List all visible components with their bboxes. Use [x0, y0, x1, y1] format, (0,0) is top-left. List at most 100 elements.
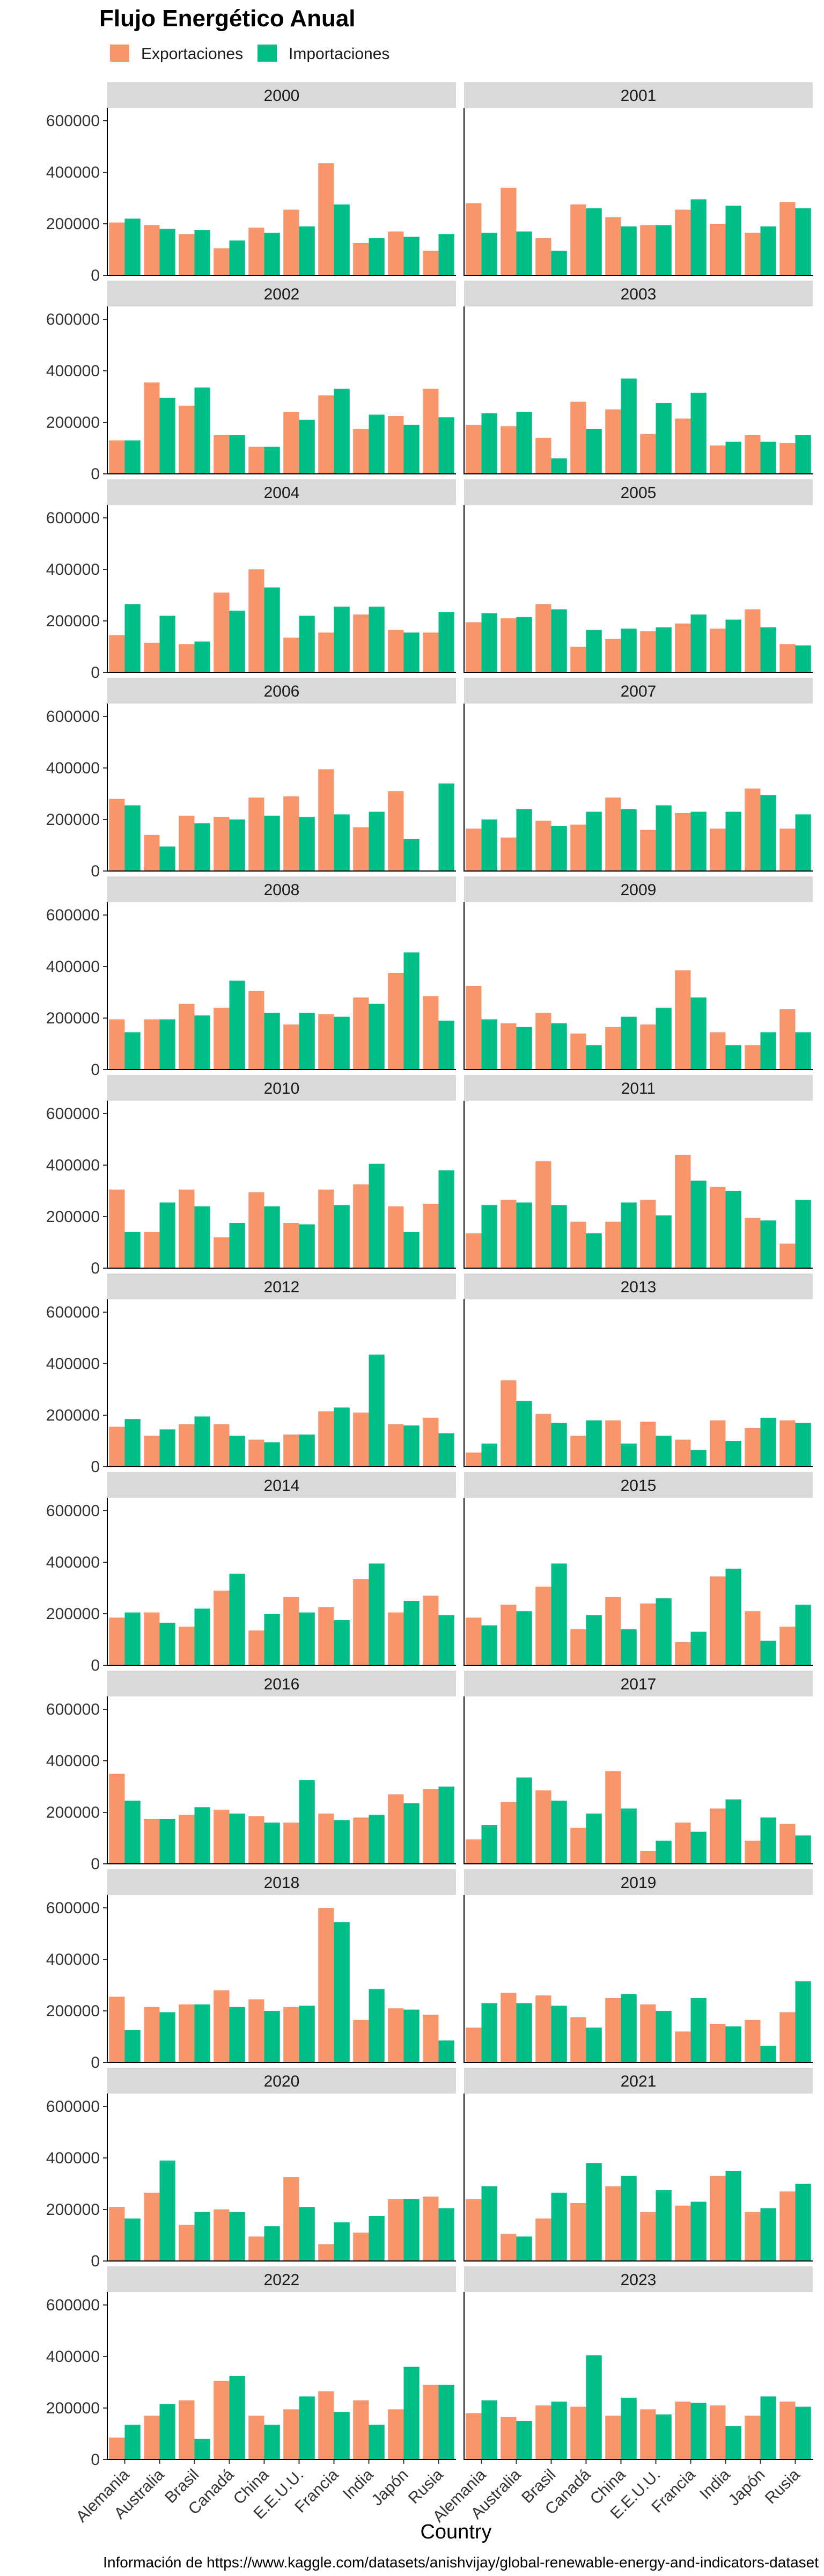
bar-exportaciones-alemania-2023: [466, 2413, 482, 2460]
bar-exportaciones-canad-2021: [570, 2203, 586, 2261]
bar-exportaciones-rusia-2023: [779, 2402, 796, 2460]
bar-importaciones-rusia-2020: [438, 2208, 454, 2261]
bar-exportaciones-rusia-2001: [779, 202, 796, 275]
bar-importaciones-india-2013: [725, 1441, 741, 1467]
bar-exportaciones-india-2022: [353, 2400, 369, 2460]
bar-importaciones-china-2004: [264, 587, 280, 672]
y-tick-label: 0: [91, 664, 100, 682]
bar-importaciones-canad-2004: [229, 610, 245, 672]
bar-importaciones-e-e-u-u-2006: [299, 817, 315, 871]
bar-importaciones-francia-2018: [334, 1922, 350, 2062]
x-tick-label-rusia: Rusia: [405, 2465, 447, 2507]
bar-exportaciones-china-2008: [248, 991, 264, 1070]
bar-importaciones-e-e-u-u-2004: [299, 616, 315, 672]
bar-importaciones-brasil-2020: [194, 2212, 210, 2261]
bar-importaciones-rusia-2021: [795, 2184, 811, 2261]
facet-strip: [464, 1274, 813, 1299]
bar-exportaciones-india-2015: [710, 1576, 726, 1665]
facet-strip-label: 2011: [621, 1080, 656, 1097]
bar-importaciones-jap-n-2004: [403, 632, 420, 672]
bar-importaciones-brasil-2002: [194, 387, 210, 474]
bar-importaciones-india-2017: [725, 1799, 741, 1864]
bar-exportaciones-jap-n-2014: [388, 1612, 404, 1665]
facet-panel-2007: 2007: [464, 678, 813, 872]
bar-importaciones-australia-2013: [516, 1401, 532, 1467]
bar-exportaciones-alemania-2000: [109, 222, 125, 275]
bar-exportaciones-alemania-2001: [466, 203, 482, 275]
bar-exportaciones-china-2003: [605, 409, 621, 474]
facet-strip-label: 2020: [264, 2073, 300, 2090]
y-tick-label: 400000: [46, 1951, 100, 1968]
facet-strip: [107, 1472, 456, 1498]
bar-importaciones-francia-2017: [690, 1832, 707, 1864]
bar-exportaciones-e-e-u-u-2021: [640, 2212, 656, 2261]
bar-exportaciones-australia-2016: [144, 1819, 160, 1864]
bar-importaciones-jap-n-2012: [403, 1425, 420, 1467]
bar-exportaciones-rusia-2000: [423, 251, 439, 275]
bar-exportaciones-india-2008: [353, 997, 369, 1070]
bar-importaciones-china-2006: [264, 815, 280, 871]
bar-importaciones-brasil-2012: [194, 1416, 210, 1467]
bar-importaciones-jap-n-2019: [760, 2045, 776, 2062]
bar-importaciones-china-2009: [621, 1016, 637, 1070]
bar-importaciones-francia-2011: [690, 1180, 707, 1268]
bar-exportaciones-canad-2007: [570, 824, 586, 871]
bar-importaciones-alemania-2000: [124, 218, 141, 275]
facet-panel-2011: 2011: [464, 1075, 813, 1269]
bar-importaciones-rusia-2014: [438, 1615, 454, 1665]
bar-importaciones-china-2019: [621, 1994, 637, 2062]
bar-exportaciones-australia-2003: [501, 426, 517, 474]
bar-exportaciones-canad-2000: [214, 248, 230, 275]
bar-exportaciones-china-2007: [605, 797, 621, 871]
y-tick-label: 600000: [46, 708, 100, 726]
bar-importaciones-rusia-2012: [438, 1433, 454, 1467]
bar-importaciones-jap-n-2011: [760, 1220, 776, 1268]
bar-exportaciones-rusia-2007: [779, 828, 796, 871]
bar-importaciones-jap-n-2002: [403, 425, 420, 474]
y-tick-label: 0: [91, 1657, 100, 1674]
bar-exportaciones-australia-2021: [501, 2234, 517, 2261]
bar-exportaciones-rusia-2004: [423, 632, 439, 672]
bar-exportaciones-rusia-2008: [423, 996, 439, 1070]
bar-exportaciones-e-e-u-u-2002: [283, 412, 299, 474]
bar-exportaciones-alemania-2010: [109, 1189, 125, 1268]
bar-exportaciones-canad-2009: [570, 1033, 586, 1070]
bar-importaciones-brasil-2004: [194, 641, 210, 672]
bar-exportaciones-india-2000: [353, 243, 369, 275]
bar-exportaciones-brasil-2003: [535, 437, 551, 474]
bar-exportaciones-canad-2016: [214, 1810, 230, 1864]
y-tick-label: 600000: [46, 1304, 100, 1321]
bar-importaciones-alemania-2019: [481, 2003, 497, 2062]
bar-exportaciones-canad-2001: [570, 204, 586, 275]
bar-importaciones-canad-2018: [229, 2007, 245, 2062]
bar-importaciones-australia-2003: [516, 412, 532, 474]
bar-importaciones-jap-n-2005: [760, 627, 776, 672]
bar-exportaciones-china-2012: [248, 1439, 264, 1467]
bar-importaciones-francia-2002: [334, 389, 350, 474]
bar-exportaciones-australia-2023: [501, 2417, 517, 2460]
bar-importaciones-australia-2002: [159, 398, 175, 474]
bar-importaciones-australia-2000: [159, 229, 175, 275]
bar-exportaciones-rusia-2016: [423, 1789, 439, 1864]
bar-exportaciones-australia-2005: [501, 618, 517, 672]
bar-importaciones-rusia-2009: [795, 1032, 811, 1070]
bar-exportaciones-jap-n-2010: [388, 1206, 404, 1268]
bar-importaciones-alemania-2005: [481, 613, 497, 672]
y-tick-label: 600000: [46, 311, 100, 328]
bar-importaciones-francia-2007: [690, 811, 707, 871]
bar-exportaciones-jap-n-2019: [745, 2019, 761, 2062]
bar-exportaciones-francia-2013: [675, 1439, 691, 1467]
bar-importaciones-india-2001: [725, 206, 741, 275]
bar-exportaciones-jap-n-2013: [745, 1428, 761, 1467]
bar-exportaciones-jap-n-2017: [745, 1840, 761, 1864]
bar-importaciones-china-2018: [264, 2011, 280, 2062]
facet-panel-2012: 2012 0 200000 400000 600000: [46, 1274, 456, 1476]
bar-exportaciones-brasil-2005: [535, 604, 551, 672]
bar-exportaciones-jap-n-2001: [745, 232, 761, 275]
bar-exportaciones-e-e-u-u-2010: [283, 1223, 299, 1268]
bar-importaciones-australia-2018: [159, 2012, 175, 2062]
bar-importaciones-china-2001: [621, 226, 637, 275]
bar-exportaciones-canad-2015: [570, 1629, 586, 1665]
facet-strip: [107, 678, 456, 704]
bar-exportaciones-alemania-2016: [109, 1774, 125, 1864]
